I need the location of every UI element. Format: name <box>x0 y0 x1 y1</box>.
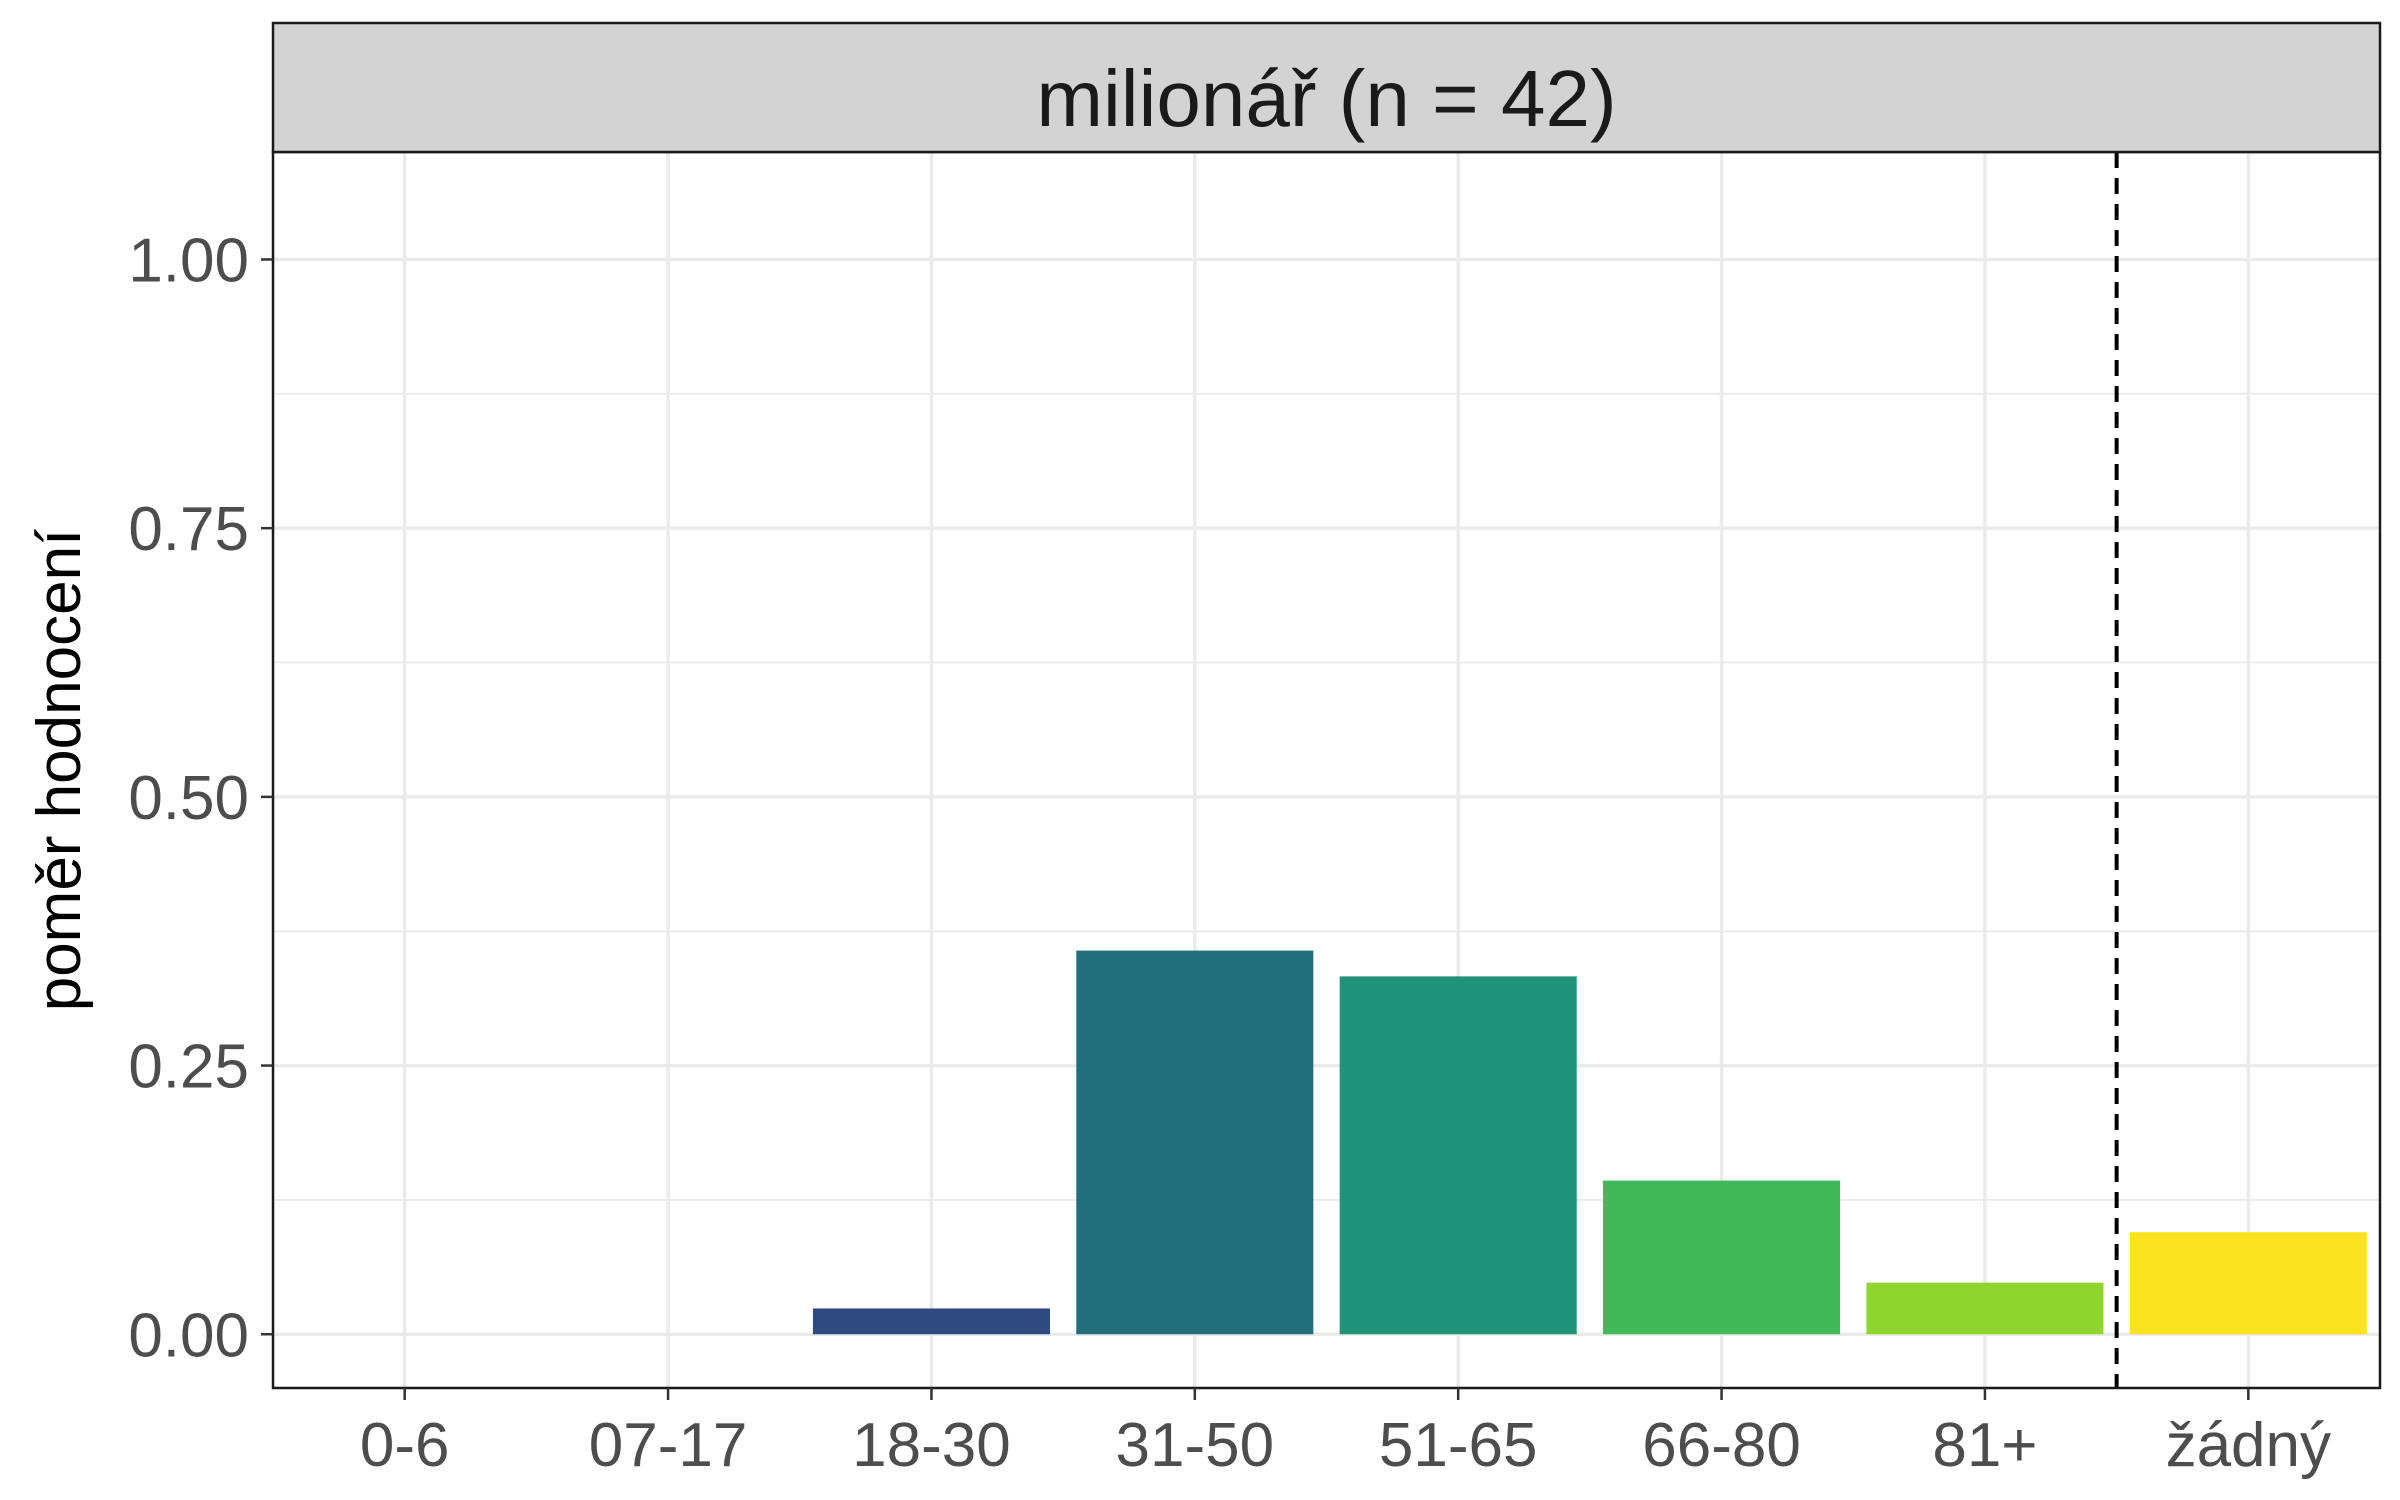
x-axis: 0-6 07-17 18-30 31-50 51-65 66-80 81+ žádný <box>360 1388 2331 1480</box>
bar-31-50 <box>1076 950 1314 1335</box>
x-tick-label: 31-50 <box>1116 1411 1275 1480</box>
bars <box>812 950 2367 1335</box>
y-tick-label: 0.00 <box>128 1301 249 1370</box>
y-tick-label: 0.50 <box>128 764 249 833</box>
y-axis: 0.00 0.25 0.50 0.75 1.00 <box>128 226 273 1370</box>
bar-18-30 <box>812 1308 1050 1335</box>
bar-žádný <box>2129 1232 2367 1335</box>
bar-51-65 <box>1339 976 1577 1335</box>
y-tick-label: 1.00 <box>128 226 249 295</box>
bar-66-80 <box>1603 1180 1841 1335</box>
x-tick-label: žádný <box>2166 1411 2331 1480</box>
facet-strip <box>271 21 2382 154</box>
y-tick-label: 0.75 <box>128 495 249 564</box>
y-axis-title: poměr hodnocení <box>25 529 94 1012</box>
y-tick-label: 0.25 <box>128 1033 249 1102</box>
bar-81+ <box>1866 1282 2104 1335</box>
x-tick-label: 07-17 <box>589 1411 748 1480</box>
x-tick-label: 0-6 <box>360 1411 450 1480</box>
x-tick-label: 51-65 <box>1379 1411 1538 1480</box>
x-tick-label: 66-80 <box>1642 1411 1801 1480</box>
x-tick-label: 81+ <box>1932 1411 2037 1480</box>
chart-title: milionář (n = 42) <box>1036 54 1616 143</box>
gridlines <box>273 152 2380 1388</box>
x-tick-label: 18-30 <box>852 1411 1011 1480</box>
